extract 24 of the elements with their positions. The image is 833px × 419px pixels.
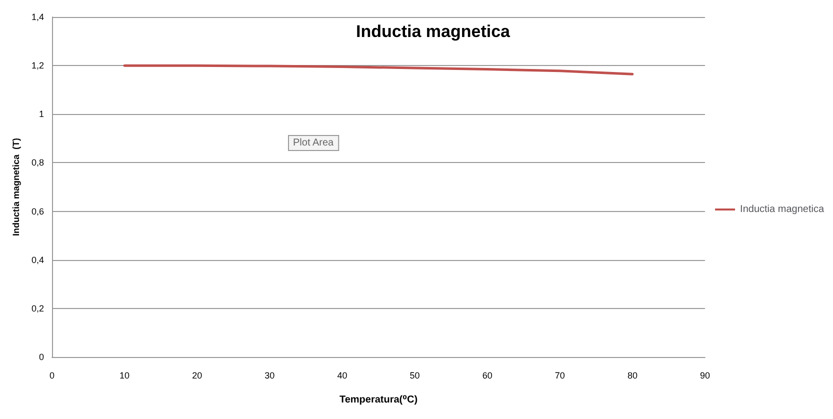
y-tick-label: 1,4 [31, 12, 44, 22]
y-tick-label: 0 [38, 352, 44, 362]
y-tick-label: 0,8 [31, 158, 44, 168]
x-tick-label: 40 [337, 370, 348, 380]
legend-label: Inductia magnetica [740, 204, 824, 215]
y-tick-label: 0,6 [31, 206, 44, 216]
chart-title: Inductia magnetica [356, 22, 511, 41]
x-tick-label: 60 [482, 370, 492, 380]
annotation: Plot Area [293, 138, 334, 148]
x-tick-label: 20 [192, 370, 202, 380]
x-tick-label: 80 [627, 370, 638, 380]
x-tick-label: 0 [49, 370, 55, 380]
x-tick-label: 10 [120, 370, 130, 380]
y-tick-label: 1,2 [31, 60, 44, 71]
y-tick-label: 0,2 [31, 303, 44, 314]
y-tick-label: 0,4 [31, 254, 44, 265]
x-tick-label: 50 [410, 370, 420, 380]
y-axis-title: Inductia magnetica (T) [11, 138, 22, 236]
x-axis-title: Temperatura(⁰C) [339, 394, 418, 406]
y-tick-label: 1 [38, 109, 44, 120]
line-series [123, 64, 634, 76]
x-tick-label: 90 [700, 370, 710, 380]
x-tick-label: 70 [554, 370, 565, 380]
x-tick-label: 30 [264, 370, 275, 380]
